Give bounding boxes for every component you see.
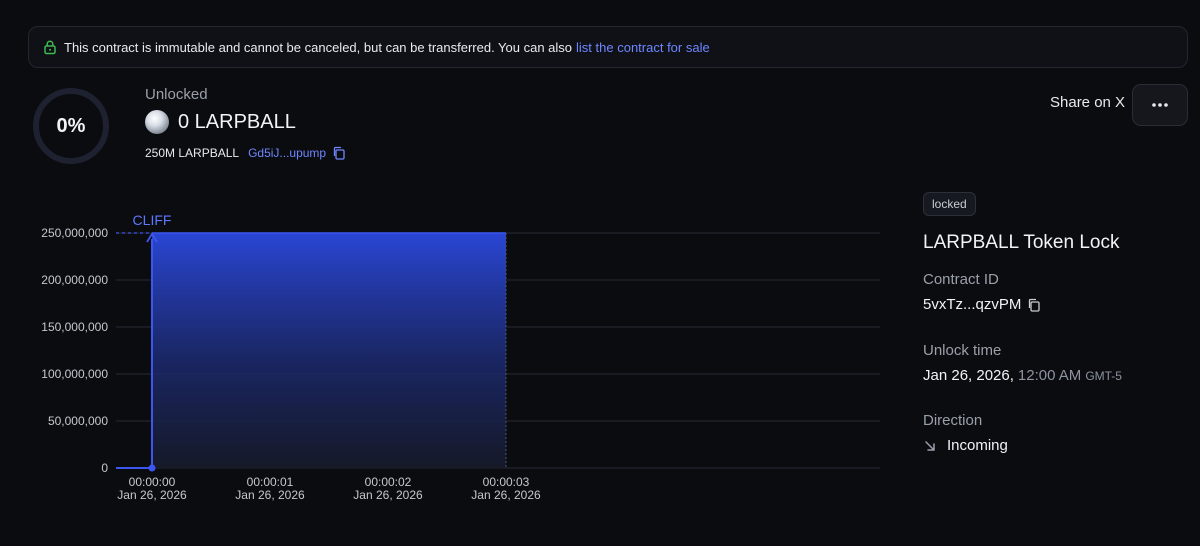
unlock-time-row: Jan 26, 2026, 12:00 AM GMT-5 [923, 367, 1122, 384]
unlock-area [152, 233, 506, 468]
total-amount: 250M LARPBALL [145, 146, 240, 160]
y-tick-label: 50,000,000 [48, 414, 108, 428]
x-tick-date: Jan 26, 2026 [235, 488, 305, 502]
unlock-progress-ring: 0% [32, 87, 110, 165]
list-for-sale-link[interactable]: list the contract for sale [576, 39, 710, 55]
y-tick-label: 150,000,000 [41, 320, 108, 334]
unlocked-status-label: Unlocked [145, 86, 208, 103]
y-tick-label: 0 [101, 461, 108, 475]
direction-row: Incoming [923, 437, 1008, 454]
x-tick-time: 00:00:01 [247, 475, 294, 489]
status-badge: locked [923, 192, 976, 216]
token-avatar [145, 110, 169, 134]
arrow-down-right-icon [923, 439, 937, 453]
unlocked-amount-row: 0 LARPBALL [145, 110, 296, 134]
contract-id-row: 5vxTz...qzvPM [923, 296, 1041, 313]
unlock-date: Jan 26, 2026, [923, 367, 1014, 384]
unlock-time: 12:00 AM [1017, 367, 1082, 384]
contract-id-label: Contract ID [923, 271, 999, 288]
direction-label: Direction [923, 412, 983, 429]
unlock-timezone: GMT-5 [1085, 368, 1122, 383]
progress-percent: 0% [56, 114, 86, 137]
y-tick-label: 250,000,000 [41, 226, 108, 240]
x-tick-time: 00:00:03 [483, 475, 530, 489]
y-tick-label: 100,000,000 [41, 367, 108, 381]
copy-mint-icon[interactable] [332, 146, 346, 160]
immutable-contract-banner: This contract is immutable and cannot be… [28, 26, 1188, 68]
unlock-schedule-chart: 250,000,000 200,000,000 150,000,000 100,000… [41, 212, 880, 502]
unlocked-amount: 0 LARPBALL [178, 110, 296, 133]
token-mint-link[interactable]: Gd5iJ...upump [248, 146, 327, 160]
x-tick-time: 00:00:02 [365, 475, 412, 489]
more-horizontal-icon [1152, 103, 1168, 107]
lock-title: LARPBALL Token Lock [923, 232, 1120, 253]
contract-id-value: 5vxTz...qzvPM [923, 296, 1022, 313]
cliff-arrow-icon [146, 232, 158, 243]
x-tick-date: Jan 26, 2026 [471, 488, 541, 502]
more-options-button[interactable] [1132, 84, 1188, 126]
x-tick-date: Jan 26, 2026 [353, 488, 423, 502]
share-on-x-button[interactable]: Share on X [1050, 94, 1126, 111]
cliff-annotation: CLIFF [133, 212, 172, 228]
lock-icon [42, 39, 58, 55]
start-point-dot [148, 464, 156, 472]
banner-message: This contract is immutable and cannot be… [64, 39, 573, 55]
unlock-time-label: Unlock time [923, 342, 1002, 359]
direction-value: Incoming [947, 437, 1008, 454]
y-tick-label: 200,000,000 [41, 273, 108, 287]
copy-contract-id-icon[interactable] [1027, 298, 1041, 312]
token-info-row: 250M LARPBALL Gd5iJ...upump [145, 146, 346, 160]
x-tick-time: 00:00:00 [129, 475, 176, 489]
x-tick-date: Jan 26, 2026 [117, 488, 187, 502]
